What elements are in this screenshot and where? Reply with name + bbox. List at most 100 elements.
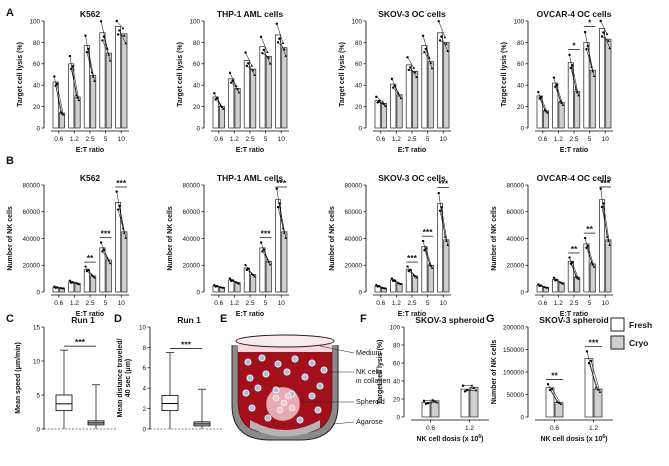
x-tick-label: 1.2 [70, 136, 79, 143]
donor-line [427, 402, 438, 404]
y-axis-label: Target cell lysis (%) [501, 42, 508, 107]
y-tick-label: 40 [517, 83, 525, 90]
donor-line [279, 38, 286, 56]
donor-dot-fresh [86, 47, 90, 51]
donor-dot-fresh [377, 100, 381, 103]
donor-dot-fresh [600, 35, 604, 38]
donor-dot-fresh [552, 276, 556, 279]
x-tick-label: 2.5 [407, 300, 416, 307]
bar-cryo [281, 47, 288, 129]
donor-dot-fresh [406, 56, 409, 59]
panel-letter-g: G [486, 313, 495, 325]
nk-cell [316, 382, 324, 390]
donor-line [423, 399, 434, 402]
donor-dot-fresh [390, 277, 394, 280]
donor-line [425, 248, 433, 269]
donor-line [87, 48, 95, 81]
donor-dot-cryo [253, 275, 256, 278]
donor-dot-fresh [554, 85, 557, 88]
bar-fresh [374, 99, 381, 129]
donor-dot-fresh [278, 202, 281, 205]
chart-A1: K562 0 20 40 60 80 100 Target cell lysis (%) 0.6… [17, 9, 129, 154]
x-axis-label: E:T ratio [398, 147, 426, 154]
nk-cell [291, 355, 299, 363]
callout-line [333, 421, 355, 425]
donor-dot-cryo [415, 276, 418, 279]
donor-dot-fresh [539, 284, 543, 287]
donor-dot-fresh [68, 54, 72, 58]
x-tick-label: 2.5 [245, 136, 254, 143]
y-tick-label: 20000 [344, 263, 362, 270]
donor-line [590, 360, 601, 392]
spheroid-cell [288, 404, 296, 412]
donor-line [263, 249, 271, 265]
y-tick-label: 20 [33, 104, 41, 111]
x-tick-label: 1.2 [392, 136, 401, 143]
y-tick-label: 100 [513, 18, 524, 25]
x-tick-label: 1.2 [70, 300, 79, 307]
donor-dot-cryo [61, 113, 65, 116]
x-tick-label: 1.2 [230, 136, 239, 143]
bar-cryo [427, 264, 434, 293]
donor-line [439, 210, 447, 241]
donor-dot-cryo [577, 93, 580, 97]
donor-dot-cryo [281, 41, 285, 44]
donor-dot-fresh [262, 48, 265, 52]
y-tick-label: 20000 [22, 263, 40, 270]
nk-cell [244, 358, 252, 366]
donor-dot-cryo [106, 47, 109, 50]
x-tick-label: 2.5 [245, 300, 254, 307]
donor-dot-fresh [84, 34, 87, 37]
donor-dot-fresh [463, 390, 467, 393]
nk-cell [248, 404, 256, 412]
y-axis-label: Number of NK cells [329, 206, 336, 271]
donor-line [441, 207, 448, 246]
significance-label: *** [407, 253, 418, 263]
significance-label: *** [261, 229, 272, 239]
donor-dot-fresh [569, 66, 573, 70]
donor-dot-cryo [124, 236, 127, 239]
donor-dot-cryo [77, 98, 81, 102]
spheroid-cell [272, 394, 280, 402]
x-axis-label: E:T ratio [560, 311, 588, 318]
chart-A4: OVCAR-4 OC cells 0 20 40 60 80 100 Target cell … [501, 9, 613, 154]
y-tick-label: 40000 [506, 236, 524, 243]
donor-line [245, 52, 253, 66]
donor-dot-fresh [275, 22, 278, 25]
bar-fresh [545, 387, 555, 418]
x-tick-label: 5 [426, 300, 430, 307]
y-tick-label: 60 [33, 61, 41, 68]
donor-line [586, 247, 593, 265]
bar-cryo [396, 94, 403, 129]
donor-line [86, 52, 94, 77]
donor-dot-fresh [101, 250, 104, 253]
chart-D: Run 1 0 2 4 6 8 10 Mean distance traveled/40 se… [117, 315, 222, 433]
donor-dot-cryo [267, 56, 271, 59]
chart-F: SKOV-3 spheroid 0 20 40 60 80 100 Target cell l… [377, 315, 489, 443]
y-tick-label: 0 [196, 125, 200, 132]
spheroid-cell [284, 392, 292, 400]
donor-dot-cryo [399, 282, 403, 286]
donor-line [103, 249, 111, 264]
donor-dot-fresh [390, 77, 394, 81]
donor-line [102, 251, 109, 261]
donor-dot-fresh [246, 62, 250, 65]
donor-dot-cryo [544, 109, 548, 113]
bar-fresh [460, 388, 470, 418]
donor-dot-fresh [99, 20, 103, 23]
donor-dot-cryo [93, 276, 96, 279]
donor-dot-fresh [84, 265, 87, 268]
y-tick-label: 0 [142, 426, 146, 433]
bar-fresh [243, 60, 250, 129]
donor-line [603, 32, 610, 49]
donor-dot-cryo [443, 35, 447, 39]
significance-label: ** [571, 244, 578, 254]
bar-fresh [275, 199, 282, 293]
y-tick-label: 60000 [506, 209, 524, 216]
y-axis-label: Mean speed (μm/min) [15, 342, 22, 414]
donor-line [103, 36, 111, 61]
donor-dot-cryo [446, 49, 449, 52]
bar-fresh [83, 45, 90, 129]
donor-dot-fresh [259, 241, 263, 244]
